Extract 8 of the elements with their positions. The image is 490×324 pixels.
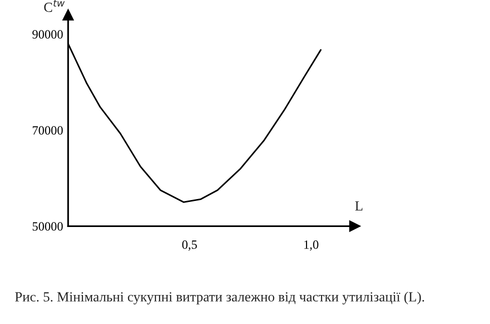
y-tick-label: 50000 xyxy=(32,222,63,231)
x-axis-title: L xyxy=(355,201,362,211)
x-tick-label: 1,0 xyxy=(304,240,318,251)
text: Рис. 5. Мінімальні сукупні витрати залежно від частки утилізації (L). xyxy=(15,292,424,304)
y-tick-label: 70000 xyxy=(32,126,63,135)
y-axis-title: C$^{tw}$ xyxy=(44,0,65,12)
y-tick-label: 90000 xyxy=(32,30,63,39)
x-tick-label: 0,5 xyxy=(182,240,197,251)
